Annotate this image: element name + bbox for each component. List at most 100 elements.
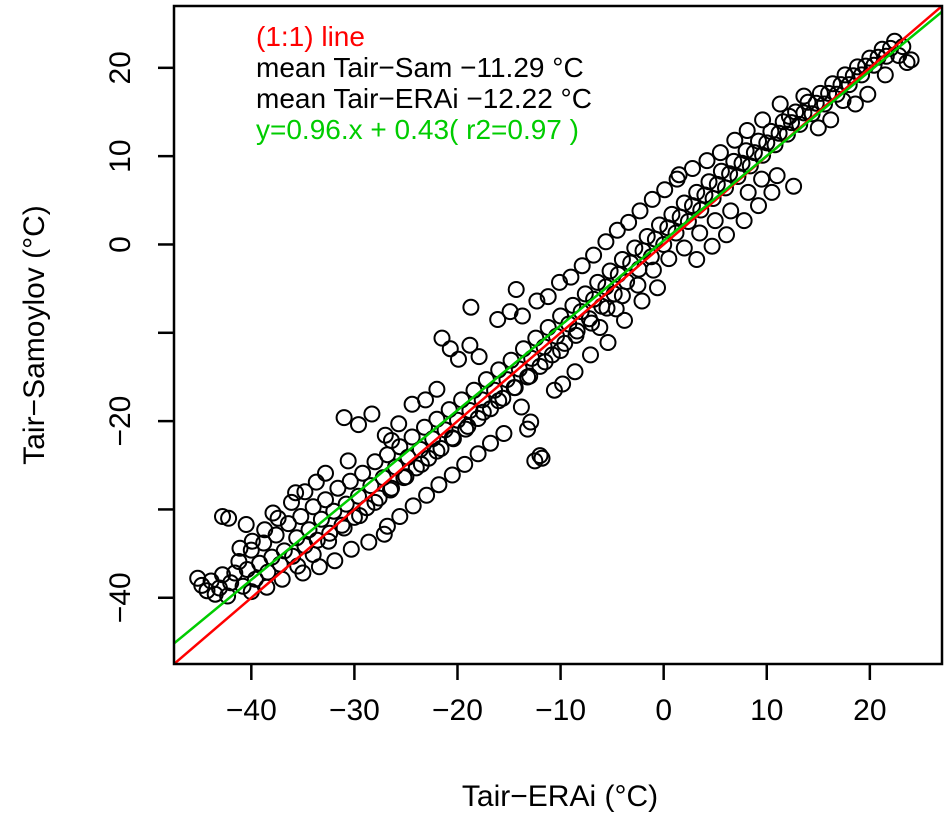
x-axis-label: Tair−ERAi (°C) [462,780,658,813]
legend-entry: mean Tair−ERAi −12.22 °C [256,83,592,114]
data-point [296,483,314,501]
x-tick-label: −10 [535,694,586,727]
data-point [450,350,467,368]
data-point [317,464,334,482]
data-point [589,273,607,291]
y-axis-label: Tair−Samoylov (°C) [18,205,51,465]
data-point [822,111,840,129]
data-point [243,532,261,550]
data-point [354,464,372,482]
data-point [366,453,384,471]
data-point [403,428,421,446]
data-point [294,564,312,582]
data-point [638,228,656,245]
data-point [536,353,554,371]
data-point [718,226,735,244]
data-point [644,261,662,279]
data-point [515,340,532,358]
data-point [341,472,359,490]
data-point [246,570,264,588]
data-point [366,493,384,511]
data-point [264,504,282,522]
data-point [412,455,430,473]
data-point [651,216,668,234]
data-point [312,510,330,528]
data-point [660,250,678,268]
data-point [407,459,425,477]
data-point [292,508,310,525]
data-point [443,466,461,484]
data-point [404,497,422,515]
data-point [505,379,523,397]
data-point [304,498,322,516]
data-point [226,564,244,582]
data-point [461,336,479,354]
data-point [256,521,274,539]
fit-lines [174,6,942,664]
data-point [533,449,551,467]
data-point [363,405,381,423]
data-point [193,576,211,594]
data-point [242,541,260,559]
data-point [441,340,459,358]
x-axis: −40 −30 −20 −10 0 10 20 [226,664,887,727]
data-point [725,152,743,170]
data-point [462,298,480,316]
data-point [329,479,347,497]
data-point [457,420,475,438]
data-point [721,165,739,183]
data-point [688,251,706,268]
data-point [521,367,539,385]
data-point [576,285,594,303]
data-point [675,194,693,212]
data-point [335,409,353,427]
data-point [620,213,638,231]
x-tick-label: −40 [226,694,277,727]
data-point [513,307,531,325]
data-point [865,56,883,74]
data-point [416,418,433,436]
data-point [785,177,803,195]
data-point [382,481,399,499]
data-point [469,445,487,463]
legend-entry: mean Tair−Sam −11.29 °C [256,52,584,83]
data-point [222,574,240,592]
data-point [495,425,513,442]
data-point [846,95,864,113]
y-tick-label: 10 [104,139,137,172]
data-point [877,47,895,65]
x-tick-label: 0 [655,694,672,727]
data-point [735,212,753,230]
data-point [489,311,507,328]
data-point [591,319,609,336]
legend-entry: y=0.96.x + 0.43( r2=0.97 ) [256,114,579,145]
data-point [494,389,512,407]
data-point [711,144,729,162]
data-point [335,519,353,537]
data-point [739,183,757,201]
data-point [273,570,291,588]
data-point [362,477,380,495]
data-point [820,84,838,102]
data-point [566,363,584,381]
data-point [598,299,616,317]
data-point [840,76,858,94]
data-point [601,262,619,280]
data-point [337,495,355,513]
data-point [459,417,477,435]
data-point [378,517,396,535]
data-point [766,136,784,154]
data-point [351,507,369,525]
data-point [339,452,357,470]
data-point [811,84,829,102]
data-point [738,122,756,139]
data-point [828,85,846,103]
y-tick-label: 20 [104,51,137,84]
y-axis: −40 −20 0 10 20 [104,51,174,623]
data-point [567,326,585,344]
data-point [656,181,674,199]
data-point [370,489,388,507]
data-point [608,221,626,239]
data-point [780,107,798,125]
